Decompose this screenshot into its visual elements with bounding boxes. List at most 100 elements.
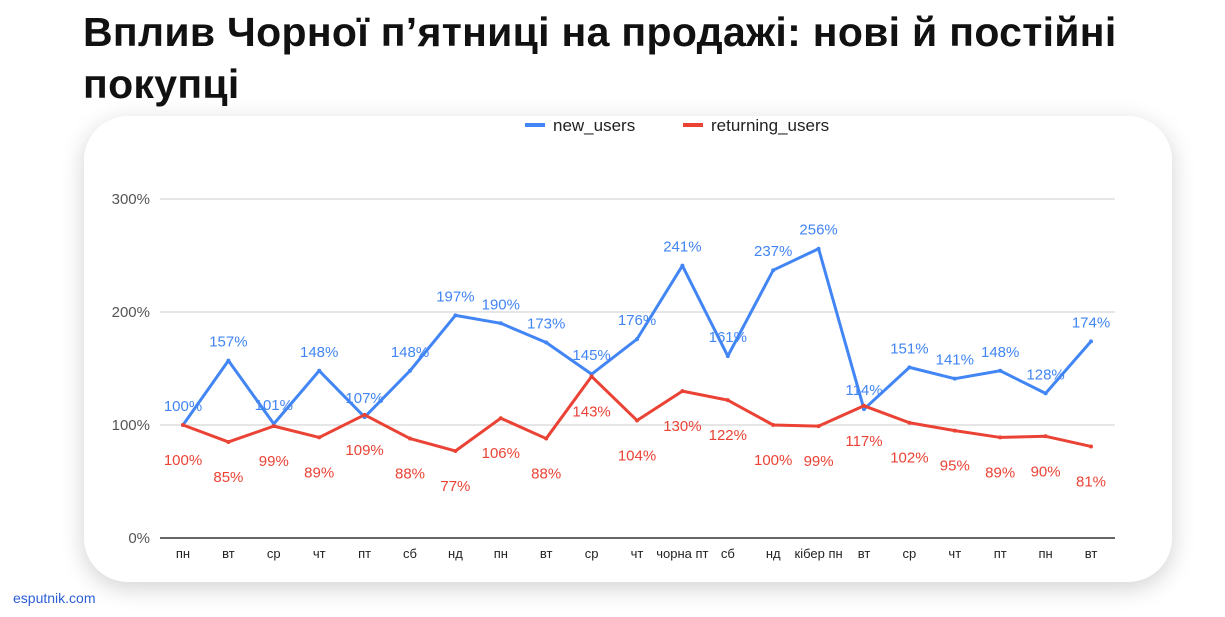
- x-tick-label: ср: [585, 546, 599, 561]
- data-label-returning_users: 117%: [845, 433, 882, 450]
- data-point-returning_users: [226, 439, 231, 444]
- data-label-new_users: 197%: [436, 288, 474, 305]
- data-point-new_users: [862, 407, 866, 412]
- data-label-returning_users: 88%: [395, 466, 425, 483]
- data-point-new_users: [907, 365, 912, 370]
- data-label-returning_users: 99%: [259, 453, 289, 470]
- data-label-returning_users: 102%: [890, 450, 928, 467]
- data-label-new_users: 101%: [255, 397, 293, 414]
- data-label-returning_users: 88%: [531, 466, 561, 483]
- x-tick-label: пт: [358, 546, 371, 561]
- data-point-new_users: [317, 368, 322, 373]
- data-point-new_users: [952, 376, 957, 381]
- data-label-returning_users: 100%: [164, 452, 202, 469]
- data-label-new_users: 145%: [572, 347, 610, 364]
- data-label-new_users: 157%: [209, 334, 247, 351]
- data-label-new_users: 190%: [482, 296, 520, 313]
- data-point-new_users: [725, 354, 730, 359]
- data-label-new_users: 241%: [663, 239, 701, 256]
- x-tick-label: сб: [403, 546, 417, 561]
- data-label-returning_users: 100%: [754, 452, 792, 469]
- data-point-returning_users: [862, 403, 866, 408]
- data-point-new_users: [816, 246, 821, 251]
- data-label-new_users: 114%: [845, 382, 882, 399]
- data-point-new_users: [453, 313, 458, 318]
- data-label-returning_users: 99%: [804, 453, 834, 470]
- data-point-returning_users: [771, 423, 776, 427]
- y-tick-label: 200%: [112, 304, 150, 321]
- data-label-returning_users: 89%: [985, 464, 1015, 481]
- x-tick-label: пт: [994, 546, 1007, 561]
- data-point-new_users: [544, 340, 549, 345]
- x-tick-label: вт: [222, 546, 235, 561]
- legend-label-new_users: new_users: [553, 116, 635, 135]
- data-label-returning_users: 81%: [1076, 473, 1106, 490]
- x-tick-label: вт: [858, 546, 871, 561]
- data-point-returning_users: [952, 428, 957, 433]
- data-label-returning_users: 77%: [440, 478, 470, 495]
- data-point-new_users: [680, 263, 685, 268]
- x-tick-label: чт: [631, 546, 644, 561]
- data-label-returning_users: 106%: [482, 445, 520, 462]
- data-point-returning_users: [907, 420, 912, 425]
- data-label-new_users: 128%: [1026, 366, 1064, 383]
- x-tick-label: вт: [1085, 546, 1098, 561]
- data-point-returning_users: [1089, 444, 1093, 449]
- data-point-returning_users: [362, 412, 367, 417]
- data-label-new_users: 176%: [618, 312, 656, 329]
- data-label-returning_users: 109%: [345, 442, 383, 459]
- data-label-new_users: 141%: [936, 352, 974, 369]
- data-label-new_users: 161%: [709, 329, 747, 346]
- data-label-new_users: 148%: [981, 344, 1019, 361]
- data-label-returning_users: 122%: [709, 427, 747, 444]
- series-line-returning_users: [182, 374, 1092, 453]
- data-point-new_users: [1043, 391, 1048, 396]
- data-label-returning_users: 143%: [572, 403, 610, 420]
- data-point-returning_users: [271, 424, 276, 429]
- data-label-returning_users: 130%: [663, 418, 701, 435]
- data-point-new_users: [408, 368, 412, 373]
- legend-label-returning_users: returning_users: [711, 116, 829, 135]
- x-tick-label: ср: [903, 546, 917, 561]
- y-tick-label: 0%: [128, 530, 150, 547]
- data-point-new_users: [998, 368, 1003, 373]
- data-point-returning_users: [998, 435, 1003, 440]
- data-point-returning_users: [408, 436, 412, 441]
- data-point-new_users: [226, 358, 231, 363]
- x-tick-label: чт: [948, 546, 961, 561]
- data-label-returning_users: 90%: [1031, 463, 1061, 480]
- data-point-returning_users: [680, 389, 685, 394]
- data-label-returning_users: 104%: [618, 447, 656, 464]
- footer-brand: esputnik.com: [13, 590, 96, 606]
- data-point-new_users: [498, 321, 503, 326]
- data-point-returning_users: [1043, 434, 1048, 439]
- x-tick-label: ср: [267, 546, 281, 561]
- data-point-returning_users: [635, 418, 639, 423]
- data-point-new_users: [635, 337, 639, 342]
- series-line-new_users: [181, 247, 1093, 426]
- data-point-new_users: [771, 268, 776, 273]
- data-point-new_users: [1089, 339, 1093, 344]
- data-label-new_users: 173%: [527, 316, 565, 333]
- x-tick-label: нд: [448, 546, 463, 561]
- x-tick-label: пн: [1038, 546, 1052, 561]
- chart-card: [84, 116, 1172, 582]
- data-point-returning_users: [317, 435, 322, 440]
- data-point-returning_users: [498, 416, 503, 421]
- data-label-returning_users: 95%: [940, 458, 970, 475]
- data-point-returning_users: [589, 374, 594, 379]
- data-label-new_users: 151%: [890, 340, 928, 357]
- data-label-new_users: 256%: [799, 222, 837, 239]
- data-label-new_users: 174%: [1072, 314, 1110, 331]
- data-label-new_users: 100%: [164, 398, 202, 415]
- y-tick-label: 300%: [112, 191, 150, 208]
- y-tick-label: 100%: [112, 417, 150, 434]
- data-label-returning_users: 89%: [304, 464, 334, 481]
- data-point-returning_users: [181, 423, 185, 427]
- x-tick-label: пн: [176, 546, 190, 561]
- x-tick-label: чорна пт: [656, 546, 708, 561]
- x-tick-label: нд: [766, 546, 781, 561]
- x-tick-label: сб: [721, 546, 735, 561]
- data-point-returning_users: [453, 448, 458, 453]
